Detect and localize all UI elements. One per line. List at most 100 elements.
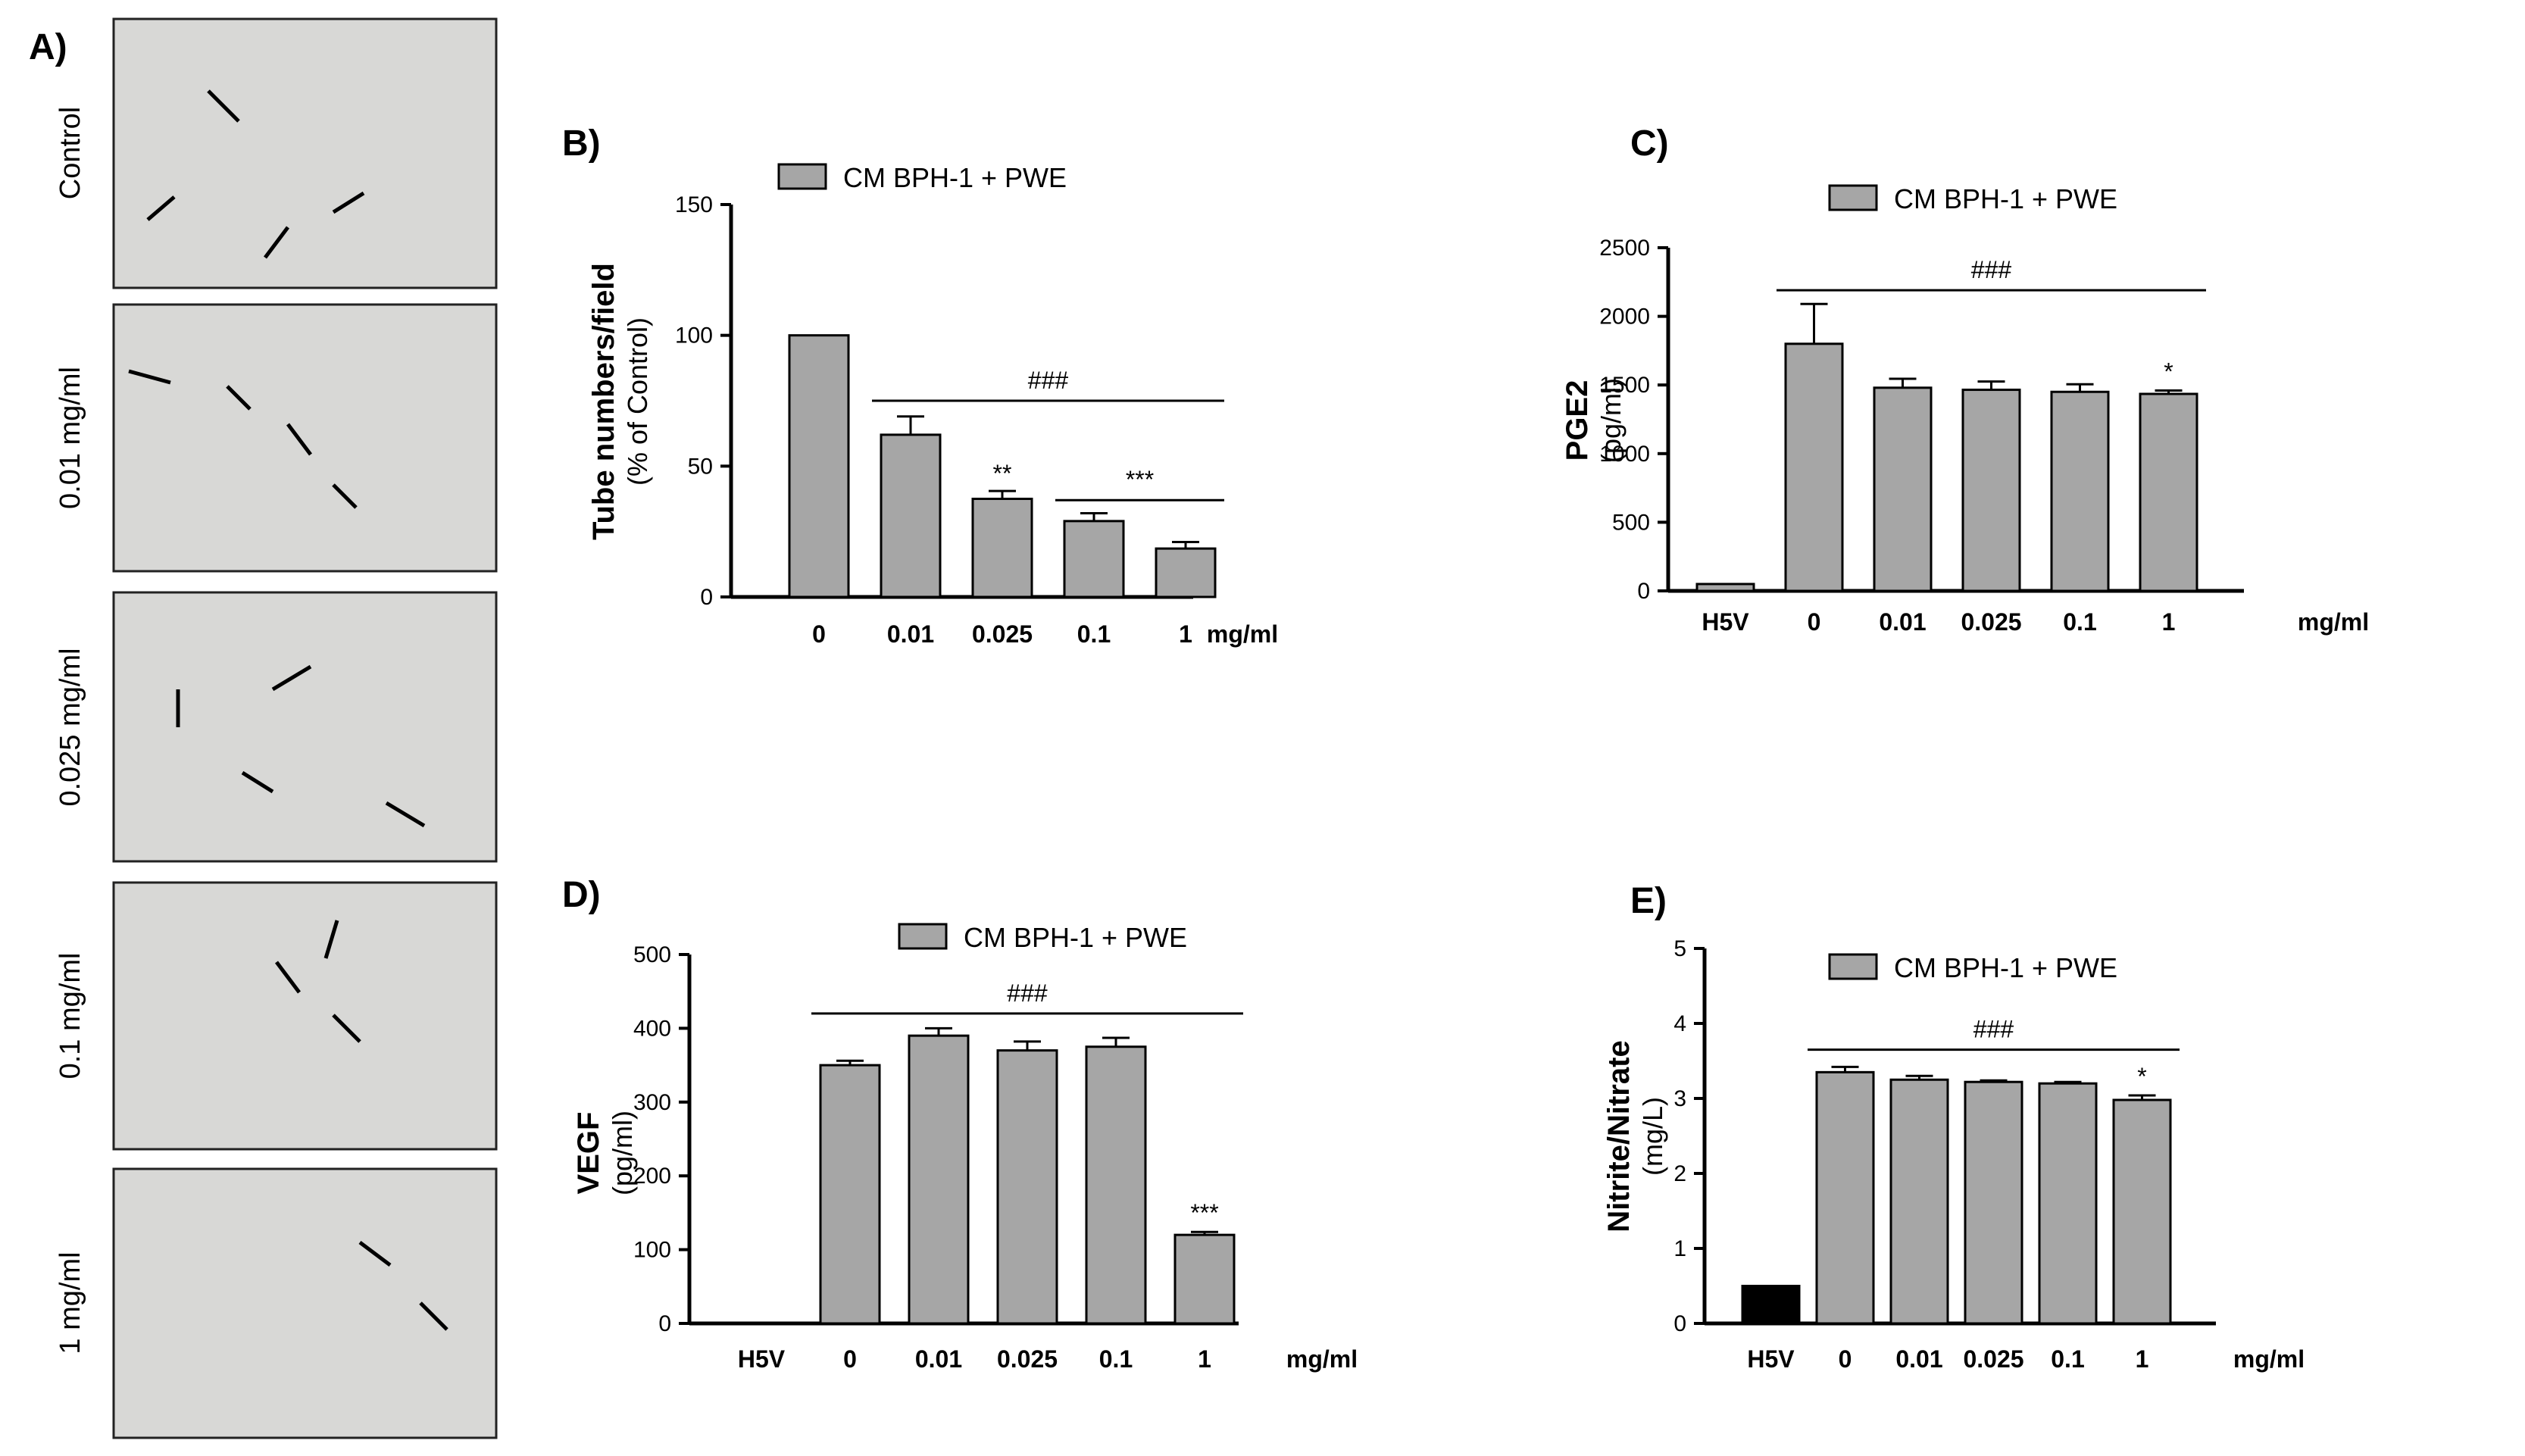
- chart-d: D) CM BPH-1 + PWE VEGF (pg/ml) 0 100 200 300 400…: [562, 875, 1358, 1373]
- x-unit-label: mg/ml: [2233, 1345, 2305, 1373]
- y-axis-subtitle: (pg/ml): [607, 1111, 638, 1195]
- y-tick-label: 1500: [1599, 373, 1650, 398]
- bar: [971, 498, 1033, 598]
- significance-marker: **: [993, 460, 1012, 487]
- legend-label: CM BPH-1 + PWE: [1894, 952, 2117, 983]
- legend-swatch: [898, 923, 948, 950]
- y-tick-label: 500: [1612, 510, 1650, 535]
- bracket-label: ###: [1028, 367, 1069, 394]
- x-unit-label: mg/ml: [1286, 1345, 1358, 1373]
- panel-a: A) Control 0.01 mg/ml 0.025 mg/m: [29, 17, 498, 1439]
- y-tick-label: 400: [633, 1016, 671, 1041]
- y-tick-label: 0: [1673, 1311, 1686, 1336]
- x-tick-label: 0.01: [1879, 608, 1926, 636]
- x-tick-label: 0.01: [887, 620, 934, 648]
- bar: [2139, 392, 2198, 592]
- tube-arrow-icon: [358, 1241, 448, 1331]
- y-tick-label: 2000: [1599, 305, 1650, 330]
- y-tick-label: 0: [658, 1311, 671, 1336]
- bar: [2112, 1098, 2172, 1325]
- legend-swatch: [1828, 184, 1878, 211]
- bar: [1063, 520, 1125, 598]
- x-tick-label: 0.1: [2051, 1345, 2084, 1373]
- chart-c: C) CM BPH-1 + PWE PGE2 (pg/ml) 0 500 1000 1500 2…: [1561, 123, 2369, 636]
- bar: [1964, 1080, 2023, 1325]
- y-axis-subtitle: (mg/L): [1637, 1097, 1668, 1176]
- bar: [819, 1064, 881, 1325]
- y-axis-title: Tube numbers/field: [587, 263, 620, 540]
- significance-marker: ***: [1190, 1199, 1218, 1226]
- x-tick-label: 0.025: [1963, 1345, 2023, 1373]
- x-unit-label: mg/ml: [1207, 620, 1278, 648]
- y-tick-label: 0: [1637, 579, 1650, 604]
- x-tick-label: H5V: [738, 1345, 786, 1373]
- bar: [1155, 547, 1217, 598]
- y-tick-label: 100: [633, 1238, 671, 1263]
- x-tick-label: 0.025: [997, 1345, 1058, 1373]
- y-tick-label: 1: [1673, 1236, 1686, 1261]
- micrograph-label: 0.1 mg/ml: [55, 953, 86, 1080]
- legend-swatch: [1828, 953, 1878, 980]
- y-tick-label: 500: [633, 942, 671, 967]
- bar: [1961, 389, 2021, 592]
- bar: [908, 1034, 970, 1325]
- panel-label: E): [1630, 881, 1667, 921]
- x-tick-label: 1: [1179, 620, 1192, 648]
- tube-arrow-icon: [275, 920, 361, 1043]
- bracket-label: ###: [1973, 1016, 2014, 1043]
- significance-marker: *: [2164, 358, 2173, 385]
- bar: [1695, 583, 1755, 592]
- y-tick-label: 150: [675, 192, 713, 217]
- micrograph-control-image: [112, 17, 498, 289]
- bar: [1741, 1285, 1801, 1325]
- bar: [1815, 1070, 1875, 1325]
- x-tick-label: 0.1: [2063, 608, 2096, 636]
- x-tick-label: 1: [1198, 1345, 1211, 1373]
- tube-arrow-icon: [128, 369, 358, 509]
- bar: [1873, 386, 1933, 592]
- y-tick-label: 300: [633, 1090, 671, 1115]
- y-axis-title: VEGF: [572, 1112, 605, 1195]
- micrograph-row: Control: [55, 17, 498, 289]
- x-tick-label: 0.025: [1961, 608, 2021, 636]
- y-tick-label: 50: [688, 454, 713, 479]
- x-tick-label: 0.1: [1077, 620, 1111, 648]
- chart-b: B) CM BPH-1 + PWE Tube numbers/field (% of …: [562, 123, 1278, 648]
- tube-arrow-icon: [146, 89, 365, 259]
- bar: [1889, 1078, 1949, 1325]
- x-tick-label: 0.1: [1099, 1345, 1133, 1373]
- legend-label: CM BPH-1 + PWE: [964, 922, 1187, 953]
- bar: [996, 1049, 1058, 1325]
- x-unit-label: mg/ml: [2298, 608, 2369, 636]
- y-axis-title: PGE2: [1561, 380, 1594, 461]
- y-tick-label: 5: [1673, 936, 1686, 961]
- y-tick-label: 100: [675, 323, 713, 348]
- bar: [2038, 1082, 2098, 1325]
- x-tick-label: 0: [843, 1345, 857, 1373]
- tube-arrow-icon: [176, 664, 426, 828]
- micrograph-row: 0.1 mg/ml: [55, 881, 498, 1151]
- micrograph-label: Control: [55, 107, 86, 200]
- legend-swatch: [777, 163, 827, 190]
- x-tick-label: 0.01: [915, 1345, 962, 1373]
- legend-label: CM BPH-1 + PWE: [843, 162, 1067, 193]
- bar: [1784, 342, 1844, 592]
- bar: [2050, 390, 2110, 592]
- x-tick-label: 0: [1808, 608, 1821, 636]
- panel-label: C): [1630, 123, 1669, 164]
- legend-label: CM BPH-1 + PWE: [1894, 183, 2117, 214]
- panel-label: D): [562, 875, 601, 915]
- micrograph-label: 0.025 mg/ml: [55, 648, 86, 806]
- y-tick-label: 2: [1673, 1161, 1686, 1186]
- bar: [1173, 1233, 1236, 1325]
- micrograph-row: 0.025 mg/ml: [55, 591, 498, 863]
- x-tick-label: 1: [2162, 608, 2176, 636]
- x-tick-label: H5V: [1747, 1345, 1795, 1373]
- micrograph-1-image: [112, 1167, 498, 1439]
- x-tick-label: 0.01: [1895, 1345, 1942, 1373]
- micrograph-001-image: [112, 303, 498, 573]
- bracket-label: ###: [1971, 256, 2012, 283]
- y-tick-label: 1000: [1599, 442, 1650, 467]
